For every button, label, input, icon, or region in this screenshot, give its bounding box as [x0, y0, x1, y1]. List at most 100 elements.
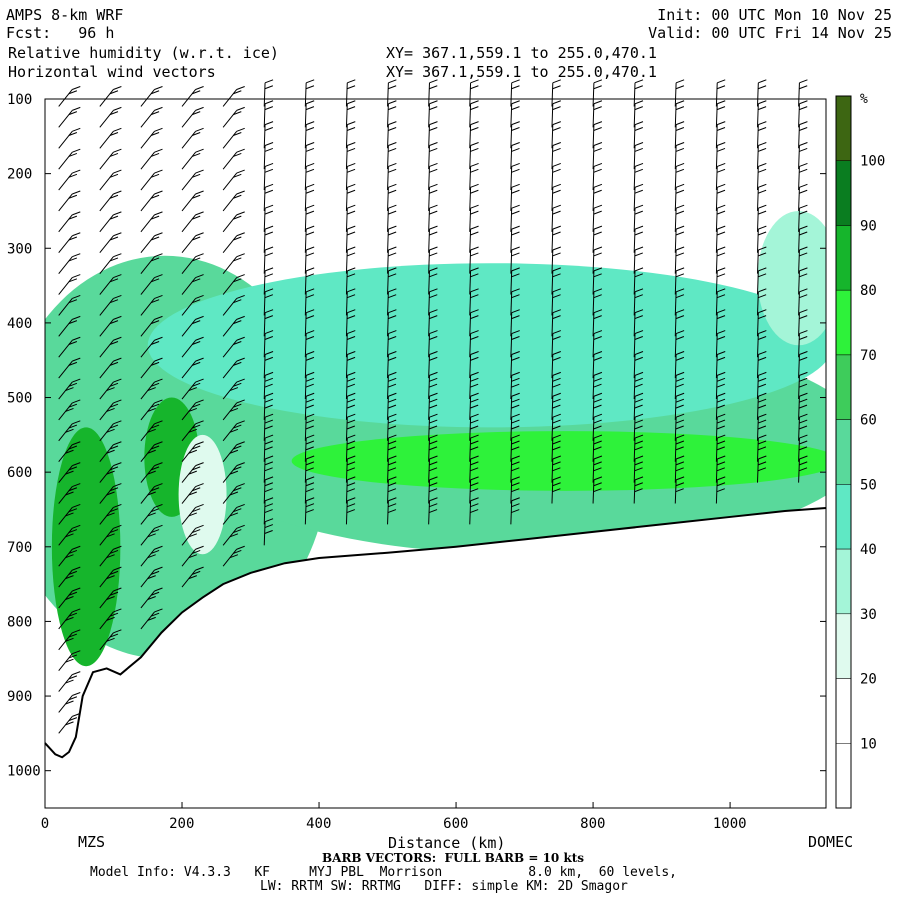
wind-barb: [304, 476, 315, 504]
wind-barb: [469, 309, 479, 337]
wind-barb: [181, 315, 204, 337]
wind-barb: [387, 455, 397, 483]
wind-barb: [58, 650, 81, 671]
wind-barb: [798, 246, 808, 274]
wind-barb: [510, 79, 520, 107]
wind-barb: [592, 100, 603, 128]
wind-barb: [387, 476, 397, 504]
wind-barb: [140, 462, 163, 483]
wind-barb: [633, 309, 644, 337]
wind-barb: [304, 455, 315, 483]
wind-barb: [387, 309, 397, 337]
wind-barb: [633, 162, 644, 191]
wind-barb: [181, 399, 204, 421]
wind-barb: [263, 413, 274, 441]
wind-barb: [181, 336, 204, 358]
wind-barb: [181, 545, 204, 567]
wind-barb: [181, 169, 204, 191]
colorbar-tick-label: 40: [860, 542, 877, 558]
wind-barb: [756, 79, 767, 107]
colorbar-swatch: [835, 678, 852, 744]
wind-barb: [140, 608, 163, 630]
wind-barb: [510, 162, 520, 191]
wind-barb: [99, 399, 122, 421]
cross-section-coords-2: XY= 367.1,559.1 to 255.0,470.1: [386, 63, 657, 81]
wind-barb: [633, 142, 644, 170]
wind-barb: [345, 434, 356, 462]
wind-barb: [469, 497, 479, 525]
plot-frame: [44, 98, 827, 809]
wind-barb: [304, 330, 315, 358]
wind-barb: [58, 294, 81, 316]
wind-barb: [263, 330, 274, 358]
wind-barb: [58, 106, 81, 128]
wind-barb: [99, 253, 122, 274]
wind-barb: [222, 503, 245, 525]
wind-barb: [140, 232, 163, 254]
wind-barb: [345, 246, 356, 274]
wind-barb: [222, 399, 245, 421]
wind-barb: [181, 524, 204, 546]
wind-barb: [592, 371, 603, 400]
wind-barb: [58, 629, 81, 651]
forecast-hour: Fcst: 96 h: [6, 24, 115, 42]
wind-barb: [345, 455, 356, 483]
colorbar-swatch: [835, 289, 852, 356]
model-info: Model Info: V4.3.3 KF MYJ PBL Morrison 8…: [90, 865, 677, 880]
wind-barb: [304, 204, 315, 232]
wind-barb: [633, 392, 644, 420]
wind-barb: [469, 121, 479, 149]
wind-barb: [428, 330, 438, 358]
wind-barb: [798, 413, 808, 441]
wind-barb: [715, 434, 726, 462]
wind-barb: [263, 392, 274, 420]
wind-barb: [798, 309, 808, 337]
wind-barb: [345, 413, 356, 441]
wind-barb: [263, 246, 274, 274]
wind-barb: [304, 267, 315, 295]
colorbar-swatch: [835, 743, 852, 809]
wind-barb: [469, 413, 479, 441]
wind-barb: [263, 476, 274, 504]
wind-barb: [798, 434, 808, 462]
wind-barb: [58, 378, 81, 400]
wind-barb: [510, 497, 520, 525]
colorbar-tick-label: 50: [860, 477, 877, 493]
wind-barb: [756, 455, 767, 483]
wind-barb: [592, 413, 603, 441]
wind-barb: [181, 148, 204, 170]
wind-barb: [551, 371, 561, 400]
wind-barb: [387, 351, 397, 379]
wind-barb: [756, 267, 767, 295]
wind-barb: [140, 190, 163, 212]
wind-barb: [715, 309, 726, 337]
wind-barb: [633, 100, 644, 128]
wind-barb: [551, 392, 561, 420]
wind-barb: [99, 462, 122, 483]
wind-barb: [222, 357, 245, 379]
wind-barb: [756, 351, 767, 379]
wind-barb: [633, 476, 644, 504]
wind-barb: [263, 497, 274, 525]
wind-barb: [222, 274, 245, 295]
wind-barb: [58, 545, 81, 567]
wind-barb: [387, 204, 397, 232]
wind-barb: [798, 371, 808, 400]
wind-barb: [387, 121, 397, 149]
wind-barb: [58, 336, 81, 358]
wind-barb: [58, 503, 81, 525]
wind-barb: [222, 545, 245, 567]
wind-barb: [715, 246, 726, 274]
wind-barb: [510, 225, 520, 253]
wind-barb: [510, 330, 520, 358]
cross-section-coords-1: XY= 367.1,559.1 to 255.0,470.1: [386, 44, 657, 62]
wind-barb: [510, 288, 520, 316]
wind-barb: [633, 204, 644, 232]
wind-barb: [715, 142, 726, 170]
wind-barb: [798, 162, 808, 191]
wind-barb: [469, 183, 479, 211]
colorbar-tick-label: 20: [860, 672, 877, 688]
wind-barb: [551, 476, 561, 504]
x-axis-label: Distance (km): [388, 834, 506, 852]
